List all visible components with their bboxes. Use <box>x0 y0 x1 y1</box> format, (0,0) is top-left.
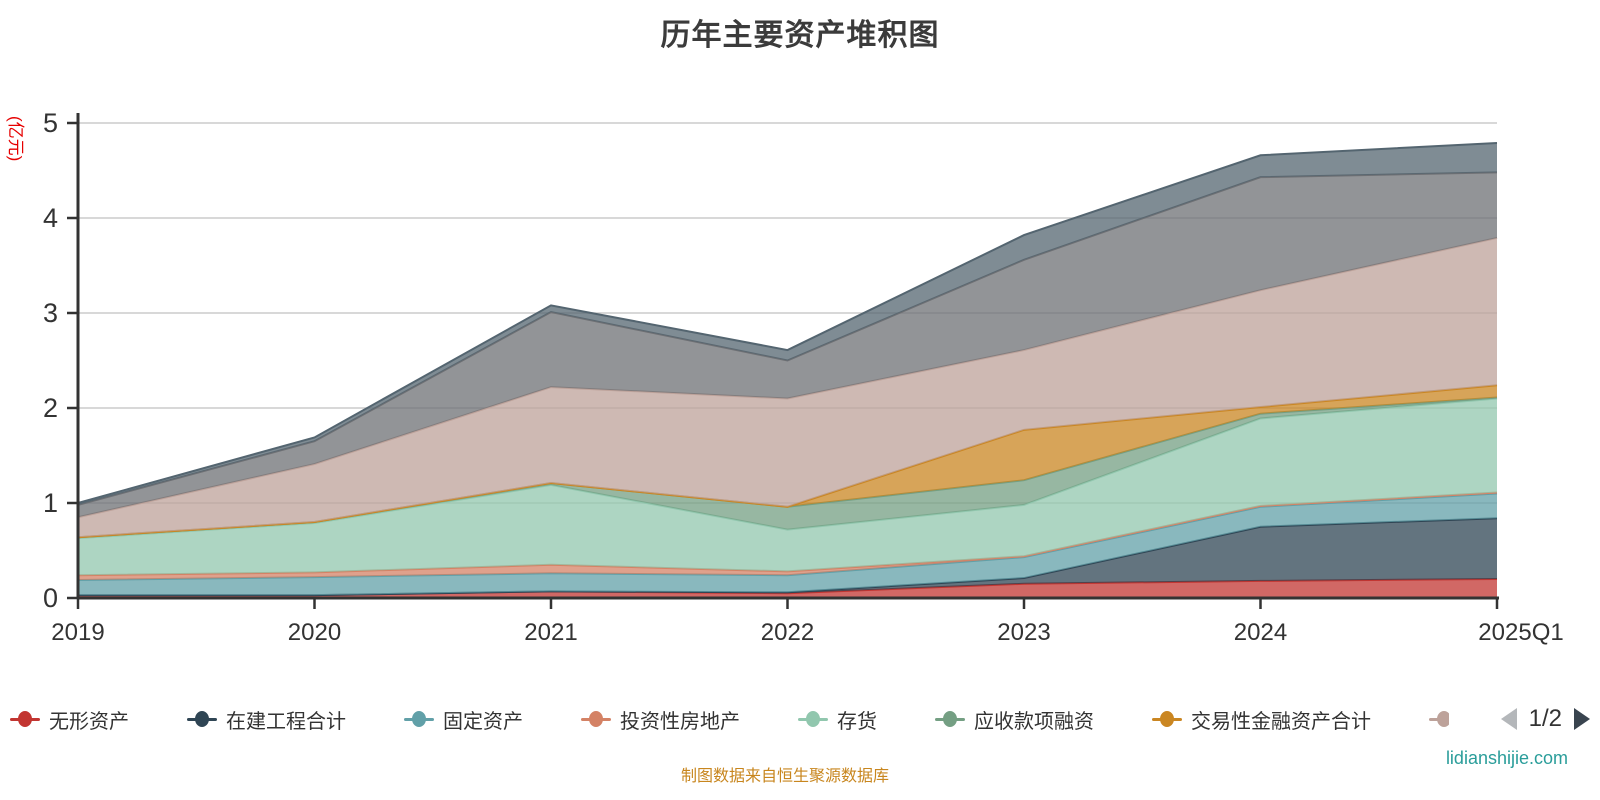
x-tick-label-2025Q1: 2025Q1 <box>1478 619 1563 646</box>
area-edge-系列10（图例第2页） <box>77 141 1498 504</box>
legend-item-投资性房地产[interactable]: 投资性房地产 <box>581 705 740 734</box>
legend-item-在建工程合计[interactable]: 在建工程合计 <box>187 705 346 734</box>
x-tick-label-2024: 2024 <box>1234 619 1287 646</box>
y-tick-label-0: 0 <box>43 583 58 613</box>
legend-marker-icon <box>581 710 611 728</box>
legend-marker-icon <box>187 710 217 728</box>
area-系列9（图例第2页）[interactable] <box>78 172 1497 518</box>
legend-item-存货[interactable]: 存货 <box>798 705 877 734</box>
site-watermark: lidianshijie.com <box>1445 748 1568 768</box>
area-交易性金融资产合计[interactable] <box>78 385 1497 538</box>
x-tick-label-2023: 2023 <box>997 619 1050 646</box>
legend-label: 无形资产 <box>49 710 129 733</box>
x-tick-label-2020: 2020 <box>288 619 341 646</box>
x-tick-label-2021: 2021 <box>524 619 577 646</box>
area-存货[interactable] <box>78 398 1497 576</box>
y-tick-label-2: 2 <box>43 393 58 423</box>
area-固定资产[interactable] <box>78 493 1497 596</box>
legend-items: 无形资产 在建工程合计 固定资产 投资性房地产 存货 应收款项融资 交易性金融资产合计 <box>10 698 1495 740</box>
area-系列8（图例第2页）[interactable] <box>78 237 1497 538</box>
legend-marker-icon <box>1152 710 1182 728</box>
legend: 无形资产 在建工程合计 固定资产 投资性房地产 存货 应收款项融资 交易性金融资产合计 1/… <box>10 698 1590 740</box>
legend-label: 投资性房地产 <box>620 710 740 733</box>
y-tick-label-1: 1 <box>43 488 58 518</box>
legend-label: 在建工程合计 <box>226 710 346 733</box>
x-tick-label-2022: 2022 <box>761 619 814 646</box>
area-在建工程合计[interactable] <box>78 518 1497 596</box>
data-source-note: 制图数据来自恒生聚源数据库 <box>680 768 889 785</box>
legend-marker-icon <box>404 710 434 728</box>
legend-item-固定资产[interactable]: 固定资产 <box>404 705 523 734</box>
legend-prev-page-icon[interactable] <box>1500 708 1517 730</box>
legend-page-indicator: 1/2 <box>1528 705 1562 732</box>
y-tick-label-5: 5 <box>43 108 58 138</box>
y-tick-label-3: 3 <box>43 298 58 328</box>
legend-marker-icon <box>935 710 965 728</box>
legend-marker-icon <box>1429 710 1449 728</box>
legend-item-clipped-7[interactable] <box>1429 710 1449 728</box>
legend-next-page-icon[interactable] <box>1574 708 1590 730</box>
legend-label: 应收款项融资 <box>974 710 1094 733</box>
legend-marker-icon <box>10 710 40 728</box>
stacked-area-chart: 0 1 2 3 4 5 2019 2020 2021 2022 2023 2024 2025Q1 <box>43 108 1564 646</box>
legend-pager: 1/2 <box>1500 705 1590 733</box>
x-tick-label-2019: 2019 <box>51 619 104 646</box>
legend-label: 存货 <box>837 710 877 733</box>
y-tick-label-4: 4 <box>43 203 58 233</box>
legend-label: 固定资产 <box>443 710 523 733</box>
legend-marker-icon <box>798 710 828 728</box>
chart-title: 历年主要资产堆积图 <box>660 19 940 52</box>
legend-item-交易性金融资产合计[interactable]: 交易性金融资产合计 <box>1152 705 1371 734</box>
legend-item-应收款项融资[interactable]: 应收款项融资 <box>935 705 1094 734</box>
legend-item-无形资产[interactable]: 无形资产 <box>10 705 129 734</box>
legend-label: 交易性金融资产合计 <box>1191 710 1371 733</box>
